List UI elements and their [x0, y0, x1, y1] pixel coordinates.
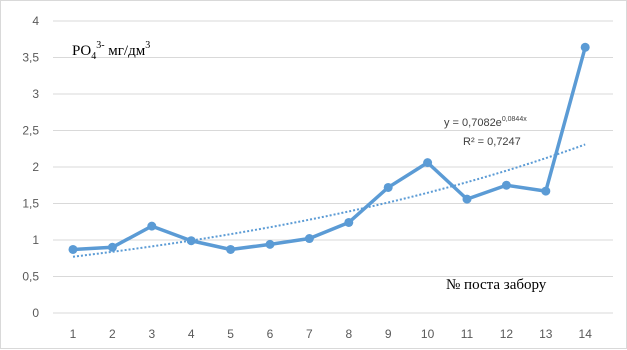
x-tick-label: 9	[385, 327, 392, 341]
data-point	[68, 244, 78, 254]
y-axis-tick-labels: 0 0,5 1 1,5 2 2,5 3 3,5 4	[22, 14, 39, 320]
x-tick-label: 8	[345, 327, 352, 341]
y-tick-label: 2	[32, 160, 39, 174]
x-tick-label: 2	[109, 327, 116, 341]
data-point	[462, 194, 472, 204]
data-point	[304, 234, 314, 244]
x-tick-label: 11	[461, 327, 474, 341]
y-tick-label: 3	[32, 87, 39, 101]
x-tick-label: 13	[539, 327, 553, 341]
data-point	[147, 221, 157, 231]
x-axis-tick-labels: 1 2 3 4 5 6 7 8 9 10 11 12 13 14	[70, 327, 593, 341]
y-tick-label: 2,5	[22, 124, 39, 138]
x-tick-label: 10	[421, 327, 435, 341]
data-point	[107, 242, 117, 252]
y-tick-label: 4	[32, 14, 39, 28]
grid-lines	[53, 20, 613, 314]
x-tick-label: 6	[267, 327, 274, 341]
x-tick-label: 1	[70, 327, 77, 341]
y-tick-label: 3,5	[22, 51, 39, 65]
y-tick-label: 0,5	[22, 270, 39, 284]
data-point	[265, 239, 275, 249]
x-tick-label: 3	[148, 327, 155, 341]
y-tick-label: 1	[32, 233, 39, 247]
x-tick-label: 4	[188, 327, 195, 341]
y-tick-label: 1,5	[22, 197, 39, 211]
data-point	[423, 158, 433, 168]
data-point	[226, 244, 236, 254]
series-points	[68, 42, 590, 254]
data-point	[541, 186, 551, 196]
data-point	[580, 42, 590, 52]
trendline-equation: y = 0,7082e0,0844x	[444, 116, 527, 129]
trendline-r2: R² = 0,7247	[463, 136, 521, 148]
x-tick-label: 5	[227, 327, 234, 341]
data-point	[501, 180, 511, 190]
y-axis-label: PO43- мг/дм3	[72, 40, 150, 62]
x-tick-label: 7	[306, 327, 313, 341]
x-tick-label: 14	[579, 327, 593, 341]
series-line	[72, 46, 587, 252]
data-point	[344, 217, 354, 227]
x-tick-label: 12	[500, 327, 514, 341]
y-tick-label: 0	[32, 306, 39, 320]
data-point	[383, 182, 393, 192]
x-axis-label: № поста забору	[446, 277, 547, 293]
data-point	[186, 236, 196, 246]
